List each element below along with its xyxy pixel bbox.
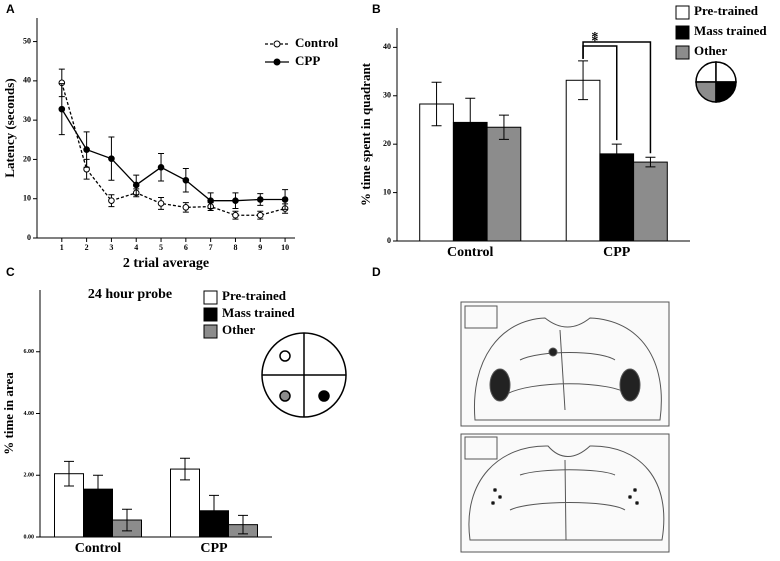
panel-label: B bbox=[372, 2, 381, 16]
error-bar bbox=[611, 143, 622, 165]
point bbox=[256, 211, 264, 219]
error-bar bbox=[64, 460, 74, 487]
legend-swatch bbox=[675, 45, 690, 60]
panel-label: D bbox=[372, 265, 381, 279]
y-axis-label: % time spent in quadrant bbox=[358, 62, 373, 206]
x-tick-label: 4 bbox=[134, 243, 138, 252]
y-axis-label: % time in area bbox=[1, 372, 16, 455]
legend-swatch bbox=[203, 324, 218, 339]
legend-label: Pre-trained bbox=[222, 288, 287, 303]
point bbox=[157, 163, 165, 171]
legend-swatch bbox=[675, 25, 690, 40]
y-tick-label: 50 bbox=[23, 36, 31, 45]
bar bbox=[486, 126, 522, 242]
legend-label: Mass trained bbox=[222, 305, 295, 320]
x-tick-label: 6 bbox=[184, 243, 188, 252]
x-tick-label: 1 bbox=[60, 243, 64, 252]
bar bbox=[599, 153, 635, 242]
error-bar bbox=[578, 60, 589, 101]
series-line bbox=[61, 108, 286, 202]
point bbox=[232, 211, 239, 219]
y-tick-label: 0 bbox=[27, 233, 31, 242]
legend-swatch bbox=[203, 290, 218, 305]
legend-swatch bbox=[203, 307, 218, 322]
error-bar bbox=[498, 114, 509, 140]
bar bbox=[565, 79, 601, 242]
point bbox=[182, 204, 190, 211]
error-bar bbox=[93, 474, 103, 504]
x-tick-label: CPP bbox=[200, 541, 228, 556]
x-tick-label: Control bbox=[447, 245, 494, 260]
y-tick-label: 30 bbox=[23, 115, 31, 124]
point bbox=[232, 197, 239, 204]
error-bar bbox=[431, 81, 442, 127]
quadrant-icon bbox=[695, 61, 737, 103]
legend-label: CPP bbox=[295, 53, 320, 68]
legend-label: Other bbox=[694, 43, 727, 58]
series-line bbox=[61, 82, 286, 216]
point bbox=[108, 155, 115, 162]
significance-star: * bbox=[591, 30, 598, 45]
bar bbox=[633, 161, 668, 242]
point bbox=[157, 200, 165, 207]
y-tick-label: 6.00 bbox=[24, 349, 35, 355]
y-tick-label: 20 bbox=[383, 139, 391, 148]
y-tick-label: 40 bbox=[383, 42, 391, 51]
y-tick-label: 10 bbox=[383, 187, 391, 196]
chart-title: 24 hour probe bbox=[88, 287, 172, 302]
legend-swatch bbox=[675, 5, 690, 20]
y-tick-label: 10 bbox=[23, 194, 31, 203]
legend-label: Other bbox=[222, 322, 255, 337]
significance-bracket bbox=[582, 41, 652, 154]
legend-label: Control bbox=[295, 35, 338, 50]
legend-label: Mass trained bbox=[694, 23, 767, 38]
y-tick-label: 0.00 bbox=[24, 534, 35, 540]
atlas-images bbox=[460, 301, 670, 553]
point bbox=[132, 181, 140, 189]
error-bar bbox=[465, 97, 476, 148]
x-tick-label: 2 bbox=[85, 243, 89, 252]
error-bar bbox=[238, 514, 248, 535]
x-tick-label: 8 bbox=[233, 243, 237, 252]
point bbox=[207, 197, 214, 204]
bar bbox=[419, 103, 454, 242]
y-tick-label: 2.00 bbox=[24, 473, 35, 479]
y-tick-label: 40 bbox=[23, 76, 31, 85]
x-tick-label: 5 bbox=[159, 243, 163, 252]
bar bbox=[170, 468, 200, 538]
error-bar bbox=[122, 508, 132, 532]
pool-icon bbox=[261, 332, 347, 418]
point bbox=[108, 197, 115, 204]
x-tick-label: 10 bbox=[281, 243, 289, 252]
point bbox=[256, 196, 264, 203]
point bbox=[58, 105, 66, 113]
legend-label: Pre-trained bbox=[694, 3, 759, 18]
y-tick-label: 0 bbox=[387, 236, 391, 245]
legend-marker bbox=[273, 58, 281, 66]
error-bar bbox=[180, 457, 190, 481]
x-axis-label: 2 trial average bbox=[123, 256, 209, 271]
point bbox=[182, 176, 190, 184]
x-tick-label: Control bbox=[75, 541, 122, 556]
y-axis-label: Latency (seconds) bbox=[2, 78, 17, 177]
point bbox=[281, 196, 289, 203]
y-tick-label: 20 bbox=[23, 154, 31, 163]
point bbox=[83, 146, 90, 153]
error-bar bbox=[645, 156, 656, 168]
error-bar bbox=[209, 494, 219, 527]
y-tick-label: 30 bbox=[383, 91, 391, 100]
panel-label: C bbox=[6, 265, 15, 279]
y-tick-label: 4.00 bbox=[24, 411, 35, 417]
x-tick-label: 9 bbox=[258, 243, 262, 252]
x-tick-label: 7 bbox=[209, 243, 213, 252]
x-tick-label: 3 bbox=[109, 243, 113, 252]
panel-label: A bbox=[6, 2, 15, 16]
legend-marker bbox=[273, 40, 281, 48]
x-tick-label: CPP bbox=[603, 245, 631, 260]
